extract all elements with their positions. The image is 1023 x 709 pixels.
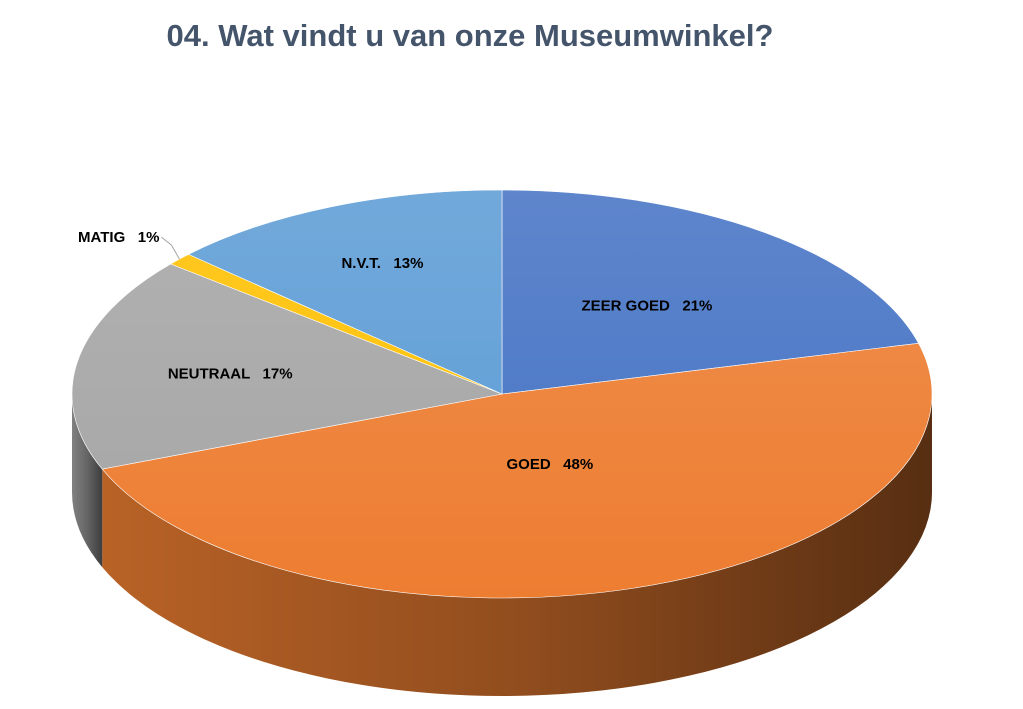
data-label-zeer-goed: ZEER GOED 21% <box>582 297 713 314</box>
pie-label-layer: ZEER GOED 21% GOED 48% NEUTRAAL 17% MATIG 1… <box>78 229 712 473</box>
data-label-neutraal: NEUTRAAL 17% <box>168 366 293 383</box>
leader-line-matig <box>161 236 180 260</box>
pie-top-layer <box>71 189 933 599</box>
data-label-matig: MATIG 1% <box>78 229 159 246</box>
pie-side-layer <box>72 394 932 696</box>
pie-top-highlight <box>72 190 932 598</box>
chart-title: 04. Wat vindt u van onze Museumwinkel? <box>166 18 774 53</box>
pie-side-shading-neutraal <box>72 394 103 568</box>
data-label-goed: GOED 48% <box>506 456 593 473</box>
data-label-n-v-t: N.V.T. 13% <box>341 255 423 272</box>
pie-side-shading-goed <box>102 394 932 696</box>
